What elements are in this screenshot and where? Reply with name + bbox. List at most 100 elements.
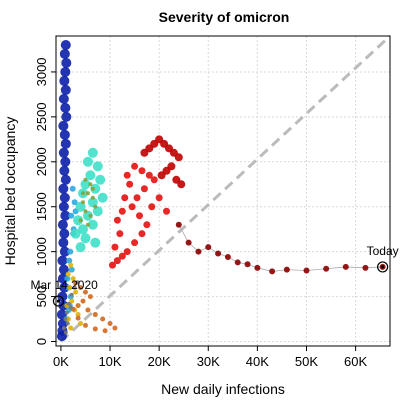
- data-point: [121, 194, 129, 202]
- data-point: [75, 315, 81, 321]
- data-point: [150, 176, 158, 184]
- data-point: [58, 93, 69, 104]
- data-point: [57, 291, 68, 302]
- grid: [56, 36, 390, 346]
- data-point: [112, 325, 118, 331]
- data-point: [69, 292, 74, 297]
- series-7: [108, 162, 171, 269]
- data-point: [215, 250, 222, 257]
- data-point: [81, 191, 86, 196]
- annotation-marker: [52, 295, 65, 307]
- data-point: [73, 289, 79, 295]
- data-point: [90, 237, 101, 248]
- series-5: [70, 280, 118, 334]
- data-point: [61, 57, 72, 68]
- data-point: [92, 312, 98, 318]
- data-point: [66, 301, 71, 306]
- x-tick-label: 50K: [295, 354, 318, 369]
- data-point: [269, 268, 276, 275]
- data-point: [128, 203, 136, 211]
- data-point: [90, 186, 95, 191]
- data-point: [59, 48, 70, 59]
- data-point: [87, 147, 98, 158]
- data-point: [68, 262, 74, 268]
- data-point: [224, 254, 231, 261]
- data-point: [61, 111, 72, 122]
- data-point: [118, 207, 126, 215]
- data-point: [234, 259, 241, 266]
- data-point: [58, 201, 69, 212]
- data-point: [92, 326, 98, 332]
- data-point: [67, 248, 74, 255]
- data-point: [92, 161, 103, 172]
- data-point: [126, 180, 134, 188]
- data-point: [80, 179, 91, 190]
- data-point: [118, 252, 126, 260]
- data-point: [111, 243, 119, 251]
- data-point: [155, 194, 163, 202]
- data-point: [69, 185, 76, 192]
- data-point: [63, 330, 68, 335]
- data-point: [67, 285, 73, 291]
- y-tick-label: 2500: [34, 102, 49, 131]
- data-point: [123, 171, 131, 179]
- data-point: [82, 156, 93, 167]
- data-point: [70, 276, 76, 282]
- data-point: [64, 310, 69, 315]
- annotation-label: Mar 14 2020: [30, 278, 98, 292]
- data-point: [78, 321, 84, 327]
- data-point: [75, 280, 80, 285]
- data-point: [174, 153, 183, 162]
- y-axis: 0 500 1000 1500 2000 2500 3000: [34, 57, 56, 345]
- annotation-marker: [377, 261, 389, 273]
- x-tick-label: 20K: [148, 354, 171, 369]
- data-point: [60, 39, 71, 50]
- data-point: [138, 230, 146, 238]
- data-point: [163, 207, 171, 215]
- data-point: [131, 162, 139, 170]
- data-point: [97, 192, 108, 203]
- data-point: [140, 185, 148, 193]
- data-point: [59, 75, 70, 86]
- data-point: [59, 246, 70, 257]
- data-point: [131, 239, 139, 247]
- data-point: [342, 263, 349, 270]
- data-point: [113, 257, 121, 265]
- data-point: [323, 265, 330, 272]
- data-point: [56, 309, 67, 320]
- data-point: [88, 213, 93, 218]
- data-point: [148, 203, 156, 211]
- data-point: [75, 312, 81, 318]
- series-0: [56, 39, 72, 342]
- data-point: [60, 156, 71, 167]
- data-point: [75, 242, 86, 253]
- data-point: [82, 322, 88, 328]
- annotation-label: Today: [367, 244, 399, 258]
- x-tick-label: 10K: [98, 354, 121, 369]
- data-point: [57, 273, 68, 284]
- data-point: [68, 212, 75, 219]
- data-point: [66, 257, 73, 264]
- series-9: [175, 221, 386, 275]
- y-axis-label: Hospital bed occupancy: [2, 117, 18, 266]
- data-point: [81, 200, 86, 205]
- data-point: [85, 222, 90, 227]
- y-tick-label: 1500: [34, 192, 49, 221]
- y-tick-label: 500: [34, 286, 49, 308]
- data-point: [61, 326, 66, 331]
- data-point: [68, 305, 73, 310]
- data-point: [80, 233, 91, 244]
- data-point: [72, 285, 77, 290]
- data-point: [185, 239, 192, 246]
- data-point: [78, 285, 84, 291]
- data-point: [58, 183, 69, 194]
- data-point: [60, 84, 71, 95]
- data-point: [303, 267, 310, 274]
- data-point: [83, 177, 88, 182]
- plot-frame: [55, 35, 391, 347]
- data-point: [59, 129, 70, 140]
- data-point: [138, 167, 146, 175]
- series-3: [78, 177, 98, 227]
- data-point: [70, 228, 81, 239]
- series-trail: [178, 224, 383, 272]
